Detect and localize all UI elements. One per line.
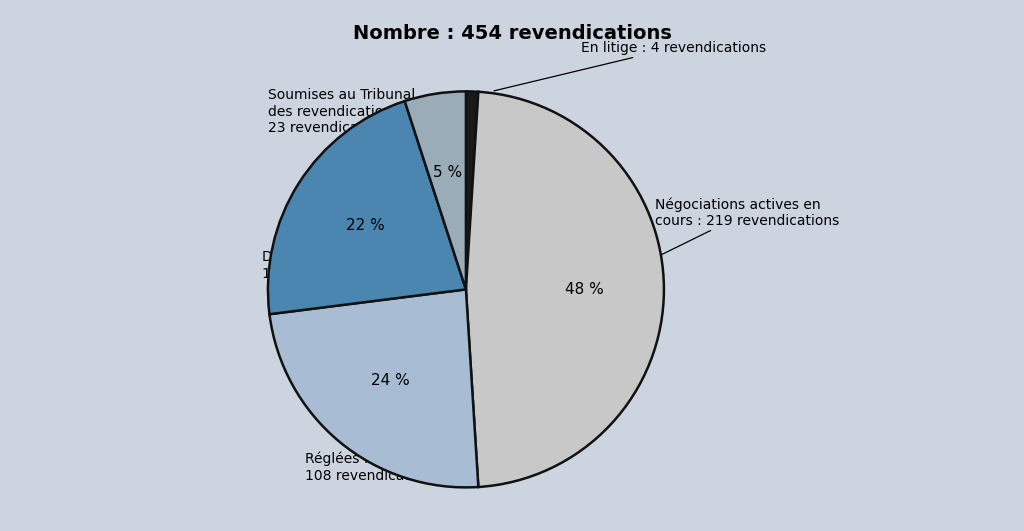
Text: Négociations actives en
cours : 219 revendications: Négociations actives en cours : 219 reve… [593,197,840,288]
Wedge shape [466,91,478,289]
Wedge shape [269,289,478,487]
Wedge shape [268,101,466,314]
Text: Soumises au Tribunal
des revendications particulières :
23 revendications: Soumises au Tribunal des revendications … [267,88,499,135]
Text: 24 %: 24 % [371,373,410,389]
Wedge shape [404,91,466,289]
Text: Nombre : 454 revendications: Nombre : 454 revendications [352,24,672,43]
Wedge shape [466,92,664,487]
Text: Réglées :
108 revendications: Réglées : 108 revendications [305,443,438,483]
Text: 48 %: 48 % [565,282,604,297]
Text: 22 %: 22 % [346,218,385,233]
Text: 5 %: 5 % [433,165,462,179]
Text: Dossier fermé :
100 revendications: Dossier fermé : 100 revendications [262,185,399,280]
Text: En litige : 4 revendications: En litige : 4 revendications [494,41,766,91]
